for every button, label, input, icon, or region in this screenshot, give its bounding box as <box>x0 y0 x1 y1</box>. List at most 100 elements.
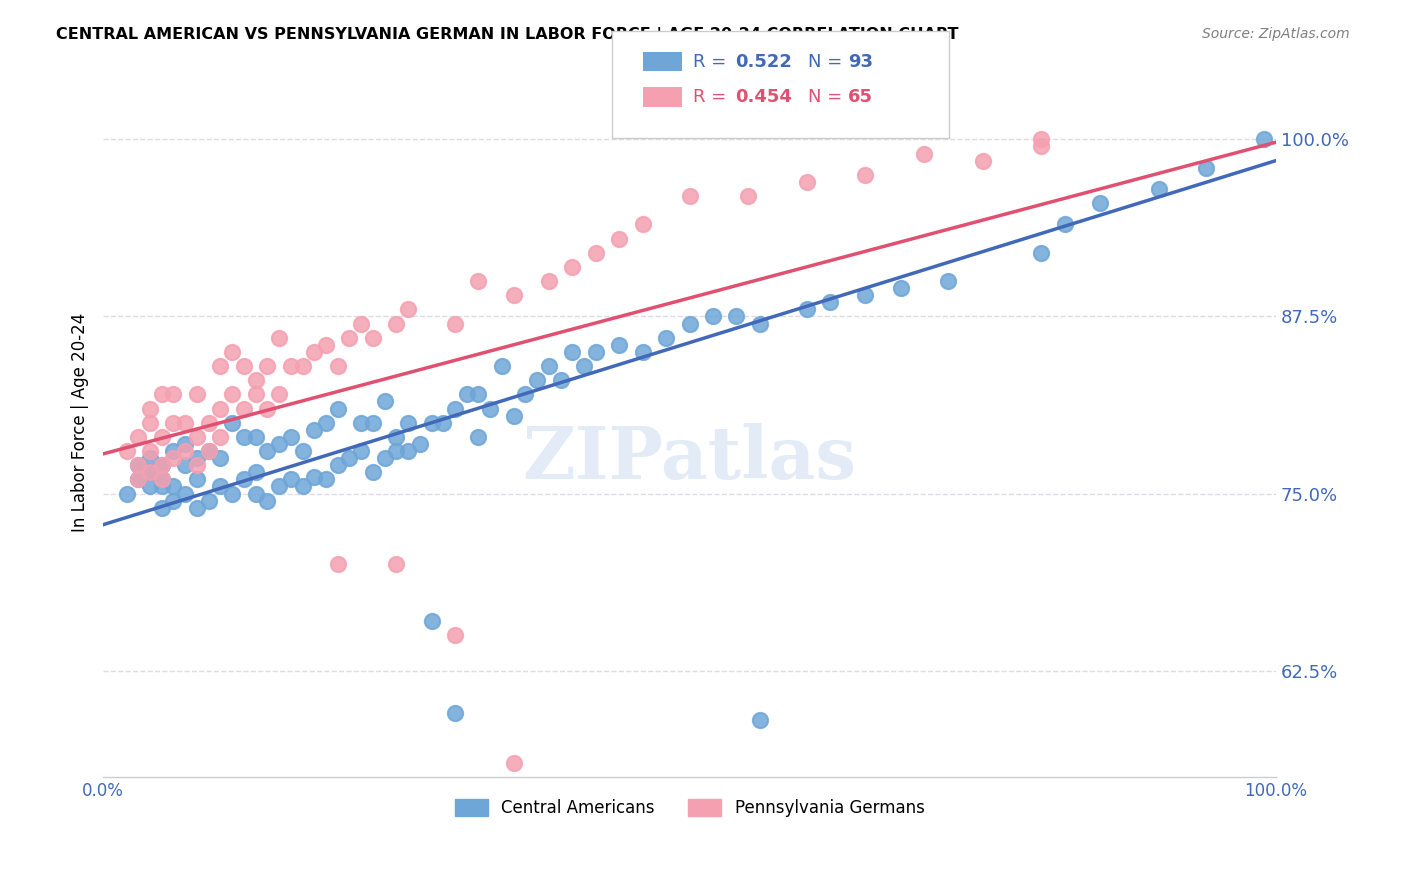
Point <box>396 416 419 430</box>
Point <box>432 416 454 430</box>
Point <box>150 500 173 515</box>
Point <box>796 302 818 317</box>
Point <box>607 338 630 352</box>
Point <box>912 146 935 161</box>
Point <box>361 416 384 430</box>
Point <box>221 416 243 430</box>
Point <box>339 451 361 466</box>
Point <box>385 444 408 458</box>
Point <box>150 430 173 444</box>
Text: CENTRAL AMERICAN VS PENNSYLVANIA GERMAN IN LABOR FORCE | AGE 20-24 CORRELATION C: CENTRAL AMERICAN VS PENNSYLVANIA GERMAN … <box>56 27 959 43</box>
Point <box>232 359 254 373</box>
Point <box>561 344 583 359</box>
Point <box>1031 132 1053 146</box>
Point <box>537 359 560 373</box>
Point <box>150 472 173 486</box>
Point <box>150 479 173 493</box>
Point <box>502 409 524 423</box>
Point <box>127 458 149 473</box>
Legend: Central Americans, Pennsylvania Germans: Central Americans, Pennsylvania Germans <box>446 790 934 825</box>
Point <box>139 444 162 458</box>
Point <box>162 387 184 401</box>
Point <box>420 614 443 628</box>
Point <box>515 387 537 401</box>
Point <box>150 458 173 473</box>
Point <box>550 373 572 387</box>
Point <box>467 387 489 401</box>
Point <box>197 444 219 458</box>
Point <box>396 302 419 317</box>
Point <box>631 344 654 359</box>
Point <box>197 444 219 458</box>
Point <box>256 444 278 458</box>
Point <box>162 451 184 466</box>
Point <box>139 465 162 479</box>
Point <box>374 394 396 409</box>
Point <box>748 317 770 331</box>
Point <box>326 359 349 373</box>
Point <box>162 479 184 493</box>
Text: Source: ZipAtlas.com: Source: ZipAtlas.com <box>1202 27 1350 41</box>
Point <box>162 493 184 508</box>
Point <box>256 401 278 416</box>
Point <box>456 387 478 401</box>
Point <box>232 472 254 486</box>
Text: 0.522: 0.522 <box>735 53 792 70</box>
Point <box>209 401 232 416</box>
Point <box>1088 196 1111 211</box>
Point <box>186 472 208 486</box>
Point <box>385 430 408 444</box>
Point <box>209 359 232 373</box>
Point <box>139 416 162 430</box>
Point <box>444 317 467 331</box>
Point <box>221 344 243 359</box>
Point <box>197 416 219 430</box>
Point <box>748 713 770 727</box>
Point <box>256 359 278 373</box>
Point <box>702 310 724 324</box>
Point <box>796 175 818 189</box>
Point <box>256 493 278 508</box>
Point <box>127 472 149 486</box>
Point <box>820 295 842 310</box>
Point <box>444 401 467 416</box>
Point <box>174 444 197 458</box>
Point <box>197 493 219 508</box>
Point <box>561 260 583 274</box>
Point <box>467 274 489 288</box>
Point <box>890 281 912 295</box>
Point <box>267 331 290 345</box>
Point <box>572 359 595 373</box>
Point <box>150 472 173 486</box>
Point <box>221 486 243 500</box>
Point <box>631 218 654 232</box>
Point <box>315 416 337 430</box>
Point <box>267 437 290 451</box>
Point <box>150 387 173 401</box>
Point <box>350 416 373 430</box>
Point <box>186 458 208 473</box>
Point <box>267 479 290 493</box>
Point <box>502 288 524 302</box>
Point <box>409 437 432 451</box>
Point <box>444 628 467 642</box>
Text: R =: R = <box>693 88 733 106</box>
Point <box>361 465 384 479</box>
Point <box>502 756 524 770</box>
Point <box>315 472 337 486</box>
Point <box>186 451 208 466</box>
Point <box>350 317 373 331</box>
Point <box>174 416 197 430</box>
Point <box>302 344 325 359</box>
Point <box>737 189 759 203</box>
Point <box>291 359 314 373</box>
Point <box>315 338 337 352</box>
Point <box>479 401 502 416</box>
Point <box>339 331 361 345</box>
Text: 65: 65 <box>848 88 873 106</box>
Point <box>267 387 290 401</box>
Point <box>280 359 302 373</box>
Point <box>537 274 560 288</box>
Point <box>162 416 184 430</box>
Point <box>1053 218 1076 232</box>
